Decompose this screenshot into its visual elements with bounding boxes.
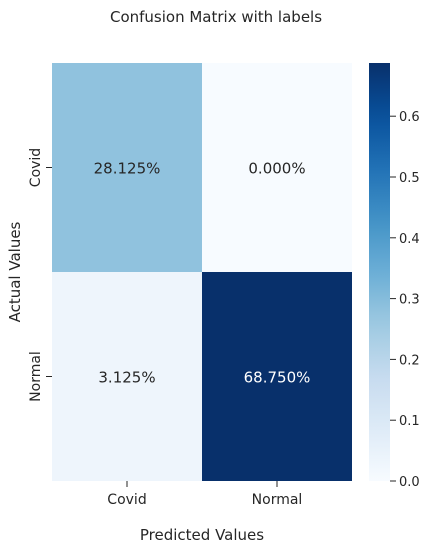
y-axis-ticks: Covid Normal [28,148,52,402]
y-axis-label: Actual Values [6,221,24,322]
colorbar-tick-label: 0.0 [399,475,420,490]
x-axis-label: Predicted Values [140,526,264,544]
x-axis-ticks: Covid Normal [107,481,302,508]
x-tick-label: Covid [107,492,146,508]
y-tick-label: Normal [28,351,44,402]
heatmap-cell-1-1 [202,272,352,481]
colorbar [369,63,390,481]
colorbar-tick-label: 0.1 [399,414,420,429]
heatmap-cells [52,63,352,481]
colorbar-tick-label: 0.4 [399,232,420,247]
colorbar-tick-label: 0.3 [399,293,420,308]
colorbar-ticks: 0.0 0.1 0.2 0.3 0.4 0.5 0.6 [390,110,420,490]
cell-label-0-1: 0.000% [248,160,305,178]
chart-title: Confusion Matrix with labels [110,8,322,26]
cell-label-0-0: 28.125% [94,160,161,178]
heatmap-cell-1-0 [52,272,202,481]
cell-label-1-1: 68.750% [244,369,311,387]
y-tick-label: Covid [28,148,44,187]
colorbar-tick-label: 0.2 [399,353,420,368]
heatmap-cell-labels: 28.125% 0.000% 3.125% 68.750% [94,160,311,387]
heatmap-cell-0-0 [52,63,202,272]
colorbar-tick-label: 0.5 [399,171,420,186]
cell-label-1-0: 3.125% [98,369,155,387]
heatmap-cell-0-1 [202,63,352,272]
colorbar-tick-label: 0.6 [399,110,420,125]
x-tick-label: Normal [252,492,303,508]
